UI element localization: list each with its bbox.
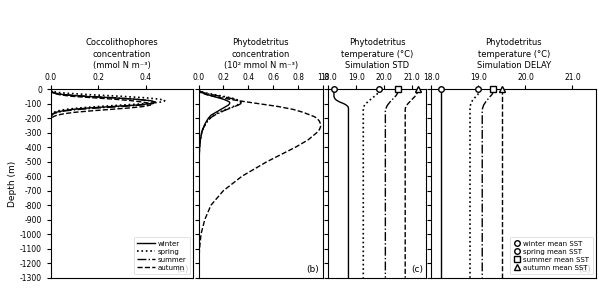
Text: (c): (c) bbox=[412, 265, 423, 274]
Text: (d): (d) bbox=[578, 265, 591, 274]
Title: Phytodetritus
temperature (°C)
Simulation STD: Phytodetritus temperature (°C) Simulatio… bbox=[341, 38, 413, 69]
Legend: winter, spring, summer, autumn: winter, spring, summer, autumn bbox=[134, 237, 190, 274]
Title: Phytodetritus
temperature (°C)
Simulation DELAY: Phytodetritus temperature (°C) Simulatio… bbox=[477, 38, 551, 69]
Title: Coccolithophores
concentration
(mmol N m⁻³): Coccolithophores concentration (mmol N m… bbox=[86, 38, 159, 69]
Y-axis label: Depth (m): Depth (m) bbox=[8, 160, 17, 206]
Title: Phytodetritus
concentration
(10² mmol N m⁻³): Phytodetritus concentration (10² mmol N … bbox=[223, 38, 298, 69]
Legend: winter mean SST, spring mean SST, summer mean SST, autumn mean SST: winter mean SST, spring mean SST, summer… bbox=[510, 237, 592, 274]
Text: (a): (a) bbox=[177, 265, 189, 274]
Text: (b): (b) bbox=[307, 265, 319, 274]
